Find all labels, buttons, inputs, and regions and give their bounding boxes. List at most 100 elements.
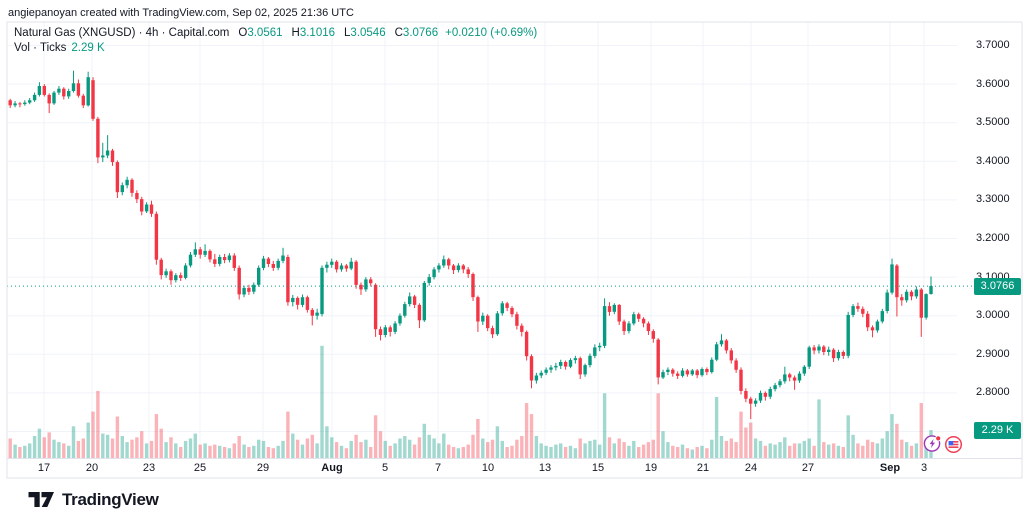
candle-body — [851, 306, 855, 315]
candle-body — [929, 286, 933, 294]
candle-body — [744, 391, 748, 399]
volume-bar — [320, 345, 324, 458]
volume-bar — [140, 431, 144, 458]
chart-border — [6, 21, 1023, 479]
volume-value: 2.29 K — [71, 42, 105, 54]
candle-body — [831, 349, 836, 359]
volume-bar — [461, 447, 465, 458]
volume-bar — [471, 434, 475, 458]
candle-body — [422, 282, 426, 321]
time-tick-label: Aug — [321, 462, 343, 474]
candle-body — [554, 365, 558, 368]
open-value: 3.0561 — [247, 27, 283, 39]
time-tick-label: 10 — [481, 462, 495, 474]
volume-bar — [895, 423, 899, 458]
candle-body — [300, 297, 305, 305]
volume-bar — [344, 448, 349, 458]
volume-bar — [758, 440, 763, 458]
volume-bar — [666, 442, 670, 458]
candle-body — [836, 352, 841, 359]
volume-bar — [904, 442, 909, 458]
candle-body — [641, 318, 646, 324]
us-flag-event-icon[interactable] — [944, 435, 963, 454]
candle-body — [86, 77, 90, 106]
candle-body — [213, 259, 217, 264]
flash-event-icon[interactable] — [923, 434, 942, 453]
volume-bar — [42, 437, 46, 458]
volume-bar — [300, 444, 305, 458]
candle-body — [427, 277, 431, 283]
candle-body — [510, 308, 514, 315]
volume-bar — [919, 403, 923, 458]
symbol-title[interactable]: Natural Gas (XNGUSD) · 4h · Capital.com — [14, 27, 230, 39]
price-tick-label: 2.9000 — [976, 347, 1010, 360]
volume-bar — [247, 447, 251, 458]
volume-bar — [598, 444, 602, 458]
legend-row-main: Natural Gas (XNGUSD) · 4h · Capital.com O… — [14, 26, 537, 40]
tradingview-logo-icon — [28, 492, 54, 507]
volume-bar — [807, 438, 811, 458]
volume-bar — [349, 440, 353, 458]
candle-body — [179, 275, 183, 278]
candle-body — [276, 260, 280, 268]
candle-body — [144, 204, 149, 212]
volume-bar — [422, 423, 426, 458]
candle-body — [875, 321, 880, 331]
volume-bar — [739, 411, 743, 458]
candle-body — [914, 289, 919, 297]
candle-body — [749, 398, 753, 404]
volume-bar — [310, 434, 314, 458]
volume-bar — [890, 414, 894, 458]
candle-body — [812, 347, 816, 351]
volume-bar — [266, 447, 271, 458]
volume-bar — [510, 445, 514, 458]
volume-bar — [456, 448, 461, 458]
candle-body — [529, 356, 534, 381]
candle-body — [291, 297, 295, 303]
candle-body — [661, 372, 665, 378]
candle-body — [71, 83, 76, 91]
candle-body — [481, 315, 485, 322]
candle-body — [607, 306, 612, 312]
volume-bar — [481, 438, 485, 458]
volume-bar — [880, 438, 884, 458]
candle-body — [164, 271, 168, 276]
volume-bar — [588, 440, 592, 458]
volume-bar — [135, 437, 139, 458]
candle-body — [490, 328, 495, 335]
candle-body — [169, 271, 173, 281]
volume-bar — [753, 438, 758, 458]
volume-bar — [914, 443, 919, 458]
volume-bar — [573, 448, 578, 458]
candle-body — [62, 88, 66, 97]
candle-body — [870, 327, 875, 331]
volume-bar — [96, 390, 100, 458]
volume-label: Vol · Ticks — [14, 42, 67, 54]
volume-bar — [866, 439, 870, 458]
volume-bar — [559, 443, 563, 458]
candle-body — [52, 92, 56, 104]
candle-body — [524, 331, 529, 357]
candle-body — [120, 185, 124, 193]
candle-body — [174, 275, 178, 281]
volume-bar — [612, 443, 616, 458]
volume-bar — [627, 445, 631, 458]
volume-bar — [261, 440, 266, 458]
candle-body — [700, 369, 704, 376]
volume-bar — [661, 431, 665, 458]
candle-body — [544, 369, 548, 373]
candle-body — [690, 370, 694, 375]
volume-bar — [18, 447, 22, 458]
volume-bar — [91, 411, 95, 458]
volume-bar — [81, 438, 85, 458]
tradingview-logo[interactable]: TradingView — [28, 489, 159, 510]
candle-body — [822, 346, 826, 352]
volume-bar — [188, 438, 193, 458]
volume-bar — [797, 443, 802, 458]
price-tick-label: 3.2000 — [976, 232, 1010, 244]
candle-body — [534, 375, 539, 381]
volume-bar — [47, 432, 51, 458]
volume-bar — [218, 445, 222, 458]
volume-bar — [466, 444, 470, 458]
